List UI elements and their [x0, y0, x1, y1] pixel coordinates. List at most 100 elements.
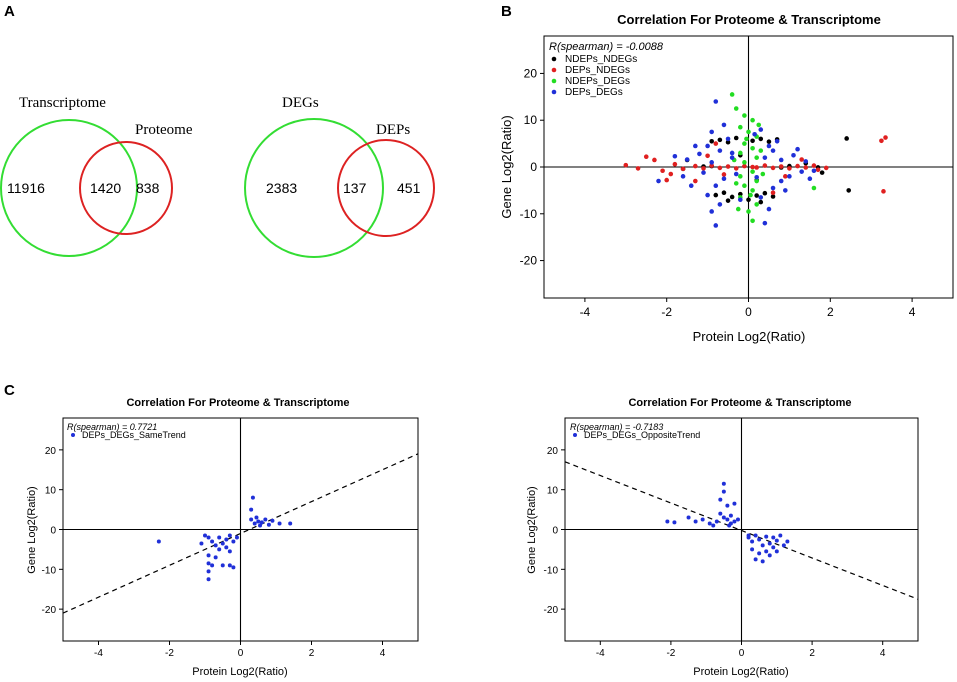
point-deps-ndegs: [770, 190, 776, 196]
point-ndeps-ndegs: [766, 139, 772, 145]
point-ndeps-ndegs: [846, 188, 852, 193]
point-deps-degs-oppositetrend: [774, 549, 779, 554]
point-deps-ndegs: [823, 165, 829, 171]
point-deps-degs-oppositetrend: [750, 547, 755, 552]
point-ndeps-degs: [729, 92, 735, 97]
point-deps-degs: [774, 138, 780, 144]
point-deps-ndegs: [815, 167, 821, 173]
panel-label-b: B: [501, 3, 512, 20]
point-deps-degs-sametrend: [266, 522, 271, 527]
point-deps-ndegs: [778, 164, 784, 169]
x-axis-label: Protein Log2(Ratio): [693, 329, 806, 344]
point-deps-degs: [713, 183, 719, 189]
point-deps-degs: [721, 122, 727, 128]
trend-line: [564, 461, 919, 600]
y-tick-label: -20: [42, 605, 57, 616]
point-deps-degs-oppositetrend: [721, 515, 726, 520]
point-deps-degs-oppositetrend: [757, 537, 762, 542]
point-deps-degs: [713, 99, 719, 104]
point-ndeps-degs: [754, 202, 759, 207]
point-ndeps-degs: [735, 206, 741, 212]
point-deps-degs-sametrend: [249, 517, 254, 522]
point-deps-degs-oppositetrend: [721, 489, 726, 494]
trend-line: [62, 453, 419, 614]
panel-label-a: A: [4, 3, 15, 20]
point-deps-degs-sametrend: [213, 555, 218, 560]
point-ndeps-ndegs: [725, 139, 731, 145]
x-tick-label: -4: [94, 648, 103, 659]
point-deps-degs-sametrend: [227, 563, 232, 568]
point-deps-ndegs: [803, 165, 809, 170]
point-deps-degs-sametrend: [206, 577, 211, 582]
point-deps-degs-sametrend: [231, 565, 236, 570]
point-ndeps-ndegs: [733, 135, 739, 141]
point-deps-degs: [705, 192, 710, 198]
point-ndeps-ndegs: [844, 136, 849, 141]
point-deps-degs-sametrend: [224, 537, 229, 542]
point-deps-degs: [672, 153, 678, 159]
scatter-chart-c-same-trend: Correlation For Proteome & Transcriptome…: [26, 397, 419, 678]
point-ndeps-degs: [811, 185, 817, 191]
point-ndeps-degs: [760, 171, 766, 177]
point-deps-degs-oppositetrend: [725, 517, 730, 522]
point-deps-ndegs: [883, 135, 888, 140]
y-tick-label: 10: [45, 486, 57, 497]
x-tick-label: 2: [809, 648, 815, 659]
point-deps-degs-oppositetrend: [718, 497, 723, 502]
y-axis-label: Gene Log2(Ratio): [26, 486, 38, 573]
point-deps-degs-sametrend: [206, 561, 211, 566]
point-deps-degs-sametrend: [206, 569, 211, 574]
x-tick-label: -4: [596, 648, 605, 659]
point-deps-degs-sametrend: [227, 549, 232, 554]
point-deps-degs: [778, 178, 784, 184]
point-deps-degs: [770, 148, 776, 153]
point-deps-ndegs: [733, 166, 739, 171]
point-deps-degs-oppositetrend: [767, 541, 772, 546]
point-deps-degs-oppositetrend: [727, 523, 732, 528]
point-deps-degs: [770, 185, 776, 191]
point-deps-degs: [709, 129, 714, 135]
point-deps-degs-sametrend: [220, 563, 225, 568]
scatter-chart-b: Correlation For Proteome & Transcriptome…: [499, 12, 954, 344]
venn-count-transcriptome-only: 11916: [7, 180, 45, 196]
point-deps-degs: [725, 136, 731, 142]
legend-marker: [551, 78, 557, 84]
point-deps-degs: [762, 220, 768, 226]
point-deps-ndegs: [783, 174, 788, 179]
point-ndeps-ndegs: [713, 192, 719, 198]
point-deps-degs-sametrend: [254, 515, 259, 520]
point-deps-degs: [680, 174, 686, 179]
point-deps-ndegs: [879, 138, 884, 144]
point-deps-degs: [705, 143, 710, 149]
point-deps-degs-oppositetrend: [778, 533, 783, 538]
point-deps-degs: [709, 160, 714, 165]
point-deps-degs-oppositetrend: [672, 520, 677, 525]
point-deps-ndegs: [713, 141, 719, 146]
point-deps-degs: [803, 159, 809, 164]
point-deps-degs: [729, 150, 735, 156]
point-deps-degs-sametrend: [210, 563, 215, 568]
point-deps-degs-sametrend: [206, 553, 211, 558]
point-deps-degs-oppositetrend: [760, 559, 765, 564]
point-deps-degs-oppositetrend: [725, 503, 730, 508]
y-tick-label: -10: [42, 565, 57, 576]
point-deps-degs: [701, 170, 706, 175]
point-deps-degs: [807, 176, 813, 181]
point-ndeps-ndegs: [746, 197, 751, 203]
point-deps-degs-oppositetrend: [711, 523, 716, 528]
zero-axes: [565, 418, 918, 641]
spearman-annotation: R(spearman) = 0.7721: [67, 422, 157, 432]
point-deps-ndegs: [709, 163, 714, 168]
point-deps-ndegs: [623, 162, 629, 168]
point-deps-degs-sametrend: [213, 543, 218, 548]
point-deps-ndegs: [811, 163, 817, 168]
point-ndeps-degs: [742, 160, 747, 165]
legend-marker: [573, 433, 577, 437]
point-deps-degs: [729, 155, 735, 160]
regression-line: [62, 453, 419, 614]
point-deps-ndegs: [660, 168, 665, 174]
point-ndeps-degs: [742, 141, 747, 146]
legend: DEPs_DEGs_SameTrend: [71, 430, 186, 440]
y-tick-label: 0: [50, 526, 56, 537]
